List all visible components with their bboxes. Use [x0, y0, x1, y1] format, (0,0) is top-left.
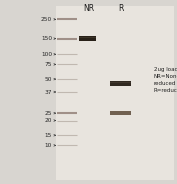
- Text: 250: 250: [41, 17, 52, 22]
- Text: 10: 10: [45, 143, 52, 148]
- Text: 50: 50: [45, 77, 52, 82]
- Text: 150: 150: [41, 36, 52, 41]
- Bar: [79, 37, 96, 38]
- Bar: [110, 82, 131, 84]
- Text: 75: 75: [45, 62, 52, 67]
- Bar: [56, 6, 174, 180]
- Text: NR: NR: [83, 4, 94, 13]
- Text: 20: 20: [45, 118, 52, 123]
- Bar: [110, 111, 131, 115]
- Bar: [79, 36, 96, 41]
- Text: 2ug loading
NR=Non-
reduced
R=reduced: 2ug loading NR=Non- reduced R=reduced: [154, 67, 177, 93]
- Bar: [110, 81, 131, 86]
- Text: R: R: [119, 4, 124, 13]
- Text: 100: 100: [41, 52, 52, 57]
- Text: 37: 37: [45, 89, 52, 95]
- Text: 15: 15: [45, 133, 52, 138]
- Text: 25: 25: [45, 111, 52, 116]
